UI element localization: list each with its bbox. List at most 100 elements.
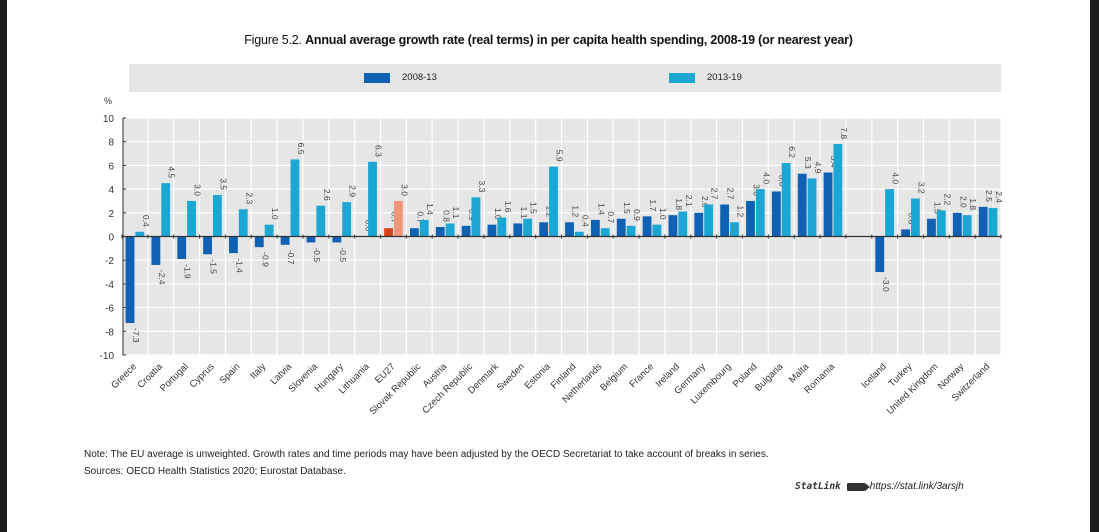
data-label: 2.0 xyxy=(958,196,968,208)
data-label: 1.1 xyxy=(519,207,529,219)
bar-2008-13 xyxy=(435,227,445,237)
data-label: 2.6 xyxy=(322,189,332,201)
data-label: 6.2 xyxy=(787,146,797,158)
data-label: 1.5 xyxy=(529,202,539,214)
bar-2013-19 xyxy=(238,209,248,237)
bar-2013-19 xyxy=(445,223,455,237)
bar-2008-13 xyxy=(409,228,419,237)
data-label: 4.5 xyxy=(167,166,177,178)
bar-2013-19 xyxy=(911,198,920,237)
bar-2008-13 xyxy=(177,236,187,260)
data-label: -0.5 xyxy=(338,247,348,262)
bar-2008-13 xyxy=(151,236,161,265)
bar-2013-19 xyxy=(471,197,481,237)
data-label: -0.9 xyxy=(260,252,270,267)
data-label: 0.7 xyxy=(415,211,425,223)
data-label: 3.0 xyxy=(193,184,203,196)
data-label: -0.7 xyxy=(286,250,296,265)
bar-2013-19 xyxy=(781,163,791,237)
x-tick-label: France xyxy=(627,361,656,390)
data-label: 5.3 xyxy=(803,157,813,169)
bar-2013-19 xyxy=(161,183,171,237)
statlink-arrow-icon xyxy=(846,482,870,491)
data-label: 0.4 xyxy=(580,215,590,227)
bar-2008-13 xyxy=(306,236,316,243)
bar-2013-19 xyxy=(755,189,765,237)
bar-2008-13 xyxy=(332,236,342,243)
y-tick-label: 0 xyxy=(108,233,114,244)
data-label: 1.1 xyxy=(451,207,461,219)
bar-2008-13 xyxy=(461,225,471,237)
bar-2008-13 xyxy=(823,172,833,237)
bar-2008-13 xyxy=(771,191,781,237)
bar-2008-13 xyxy=(720,204,730,237)
bar-2013-19 xyxy=(678,211,688,237)
x-tick-label: Bulgaria xyxy=(753,361,786,394)
figure-title-text: Annual average growth rate (real terms) … xyxy=(305,33,853,47)
bar-2013-19 xyxy=(626,225,636,237)
data-label: 1.5 xyxy=(622,202,632,214)
data-label: 1.0 xyxy=(493,208,503,220)
bar-2013-19 xyxy=(962,215,972,237)
figure-title: Figure 5.2. Annual average growth rate (… xyxy=(7,33,1090,47)
x-tick-label: Sweden xyxy=(495,361,527,393)
sources-text: Sources: OECD Health Statistics 2020; Eu… xyxy=(84,466,346,477)
data-label: 0.7 xyxy=(606,211,616,223)
bar-2008-13 xyxy=(280,236,290,245)
bar-2008-13 xyxy=(125,236,135,324)
data-label: 2.0 xyxy=(700,196,710,208)
bar-2013-19 xyxy=(368,161,377,237)
bar-2013-19 xyxy=(187,200,196,237)
bar-2013-19 xyxy=(135,231,145,237)
data-label: 2.7 xyxy=(726,188,736,200)
data-label: 2.9 xyxy=(348,185,358,197)
bar-2008-13 xyxy=(384,228,393,237)
data-label: 3.5 xyxy=(218,178,228,190)
bar-2013-19 xyxy=(574,231,584,237)
bar-2008-13 xyxy=(616,218,626,237)
data-label: 0.9 xyxy=(632,209,642,221)
legend-swatch-2008-13 xyxy=(364,72,390,83)
bar-2008-13 xyxy=(978,206,988,237)
y-tick-label: 8 xyxy=(108,138,114,149)
data-label: -3.0 xyxy=(881,277,891,292)
bar-2013-19 xyxy=(290,159,300,237)
data-label: -1.5 xyxy=(209,259,219,274)
legend-label-2008-13: 2008-13 xyxy=(402,72,437,83)
data-label: 1.4 xyxy=(425,203,435,215)
x-tick-label: Portugal xyxy=(158,361,191,394)
bar-2008-13 xyxy=(694,212,704,237)
legend-item-2008-13: 2008-13 xyxy=(364,72,437,83)
bar-2008-13 xyxy=(254,236,264,248)
bar-2013-19 xyxy=(988,208,998,237)
data-label: 1.2 xyxy=(571,205,581,217)
bar-2013-19 xyxy=(807,178,817,237)
statlink-url[interactable]: https://stat.link/3arsjh xyxy=(869,481,964,492)
data-label: 2.7 xyxy=(710,188,720,200)
bar-2013-19 xyxy=(419,219,429,237)
data-label: 1.5 xyxy=(932,202,942,214)
bar-2008-13 xyxy=(229,236,238,254)
data-label: 4.9 xyxy=(813,162,823,174)
data-label: 2.3 xyxy=(244,192,254,204)
data-label: 3.0 xyxy=(399,184,409,196)
bar-2013-19 xyxy=(549,166,558,237)
data-label: 2.2 xyxy=(942,194,952,206)
data-label: 1.8 xyxy=(674,198,684,210)
statlink[interactable]: StatLink https://stat.link/3arsjh xyxy=(795,481,964,492)
bar-2013-19 xyxy=(264,224,274,237)
legend-item-2013-19: 2013-19 xyxy=(669,72,742,83)
x-tick-label: Estonia xyxy=(523,361,554,392)
x-tick-label: Spain xyxy=(217,361,242,386)
bar-2013-19 xyxy=(885,189,894,237)
bar-2013-19 xyxy=(523,218,533,237)
bar-2008-13 xyxy=(203,236,212,255)
y-tick-label: 2 xyxy=(108,209,114,220)
bar-2013-19 xyxy=(704,204,714,237)
data-label: 0.8 xyxy=(441,210,451,222)
bar-2008-13 xyxy=(901,229,911,237)
data-label: 1.0 xyxy=(658,208,668,220)
bar-2008-13 xyxy=(590,219,600,237)
x-tick-label: Italy xyxy=(248,361,268,381)
data-label: 1.8 xyxy=(968,198,978,210)
